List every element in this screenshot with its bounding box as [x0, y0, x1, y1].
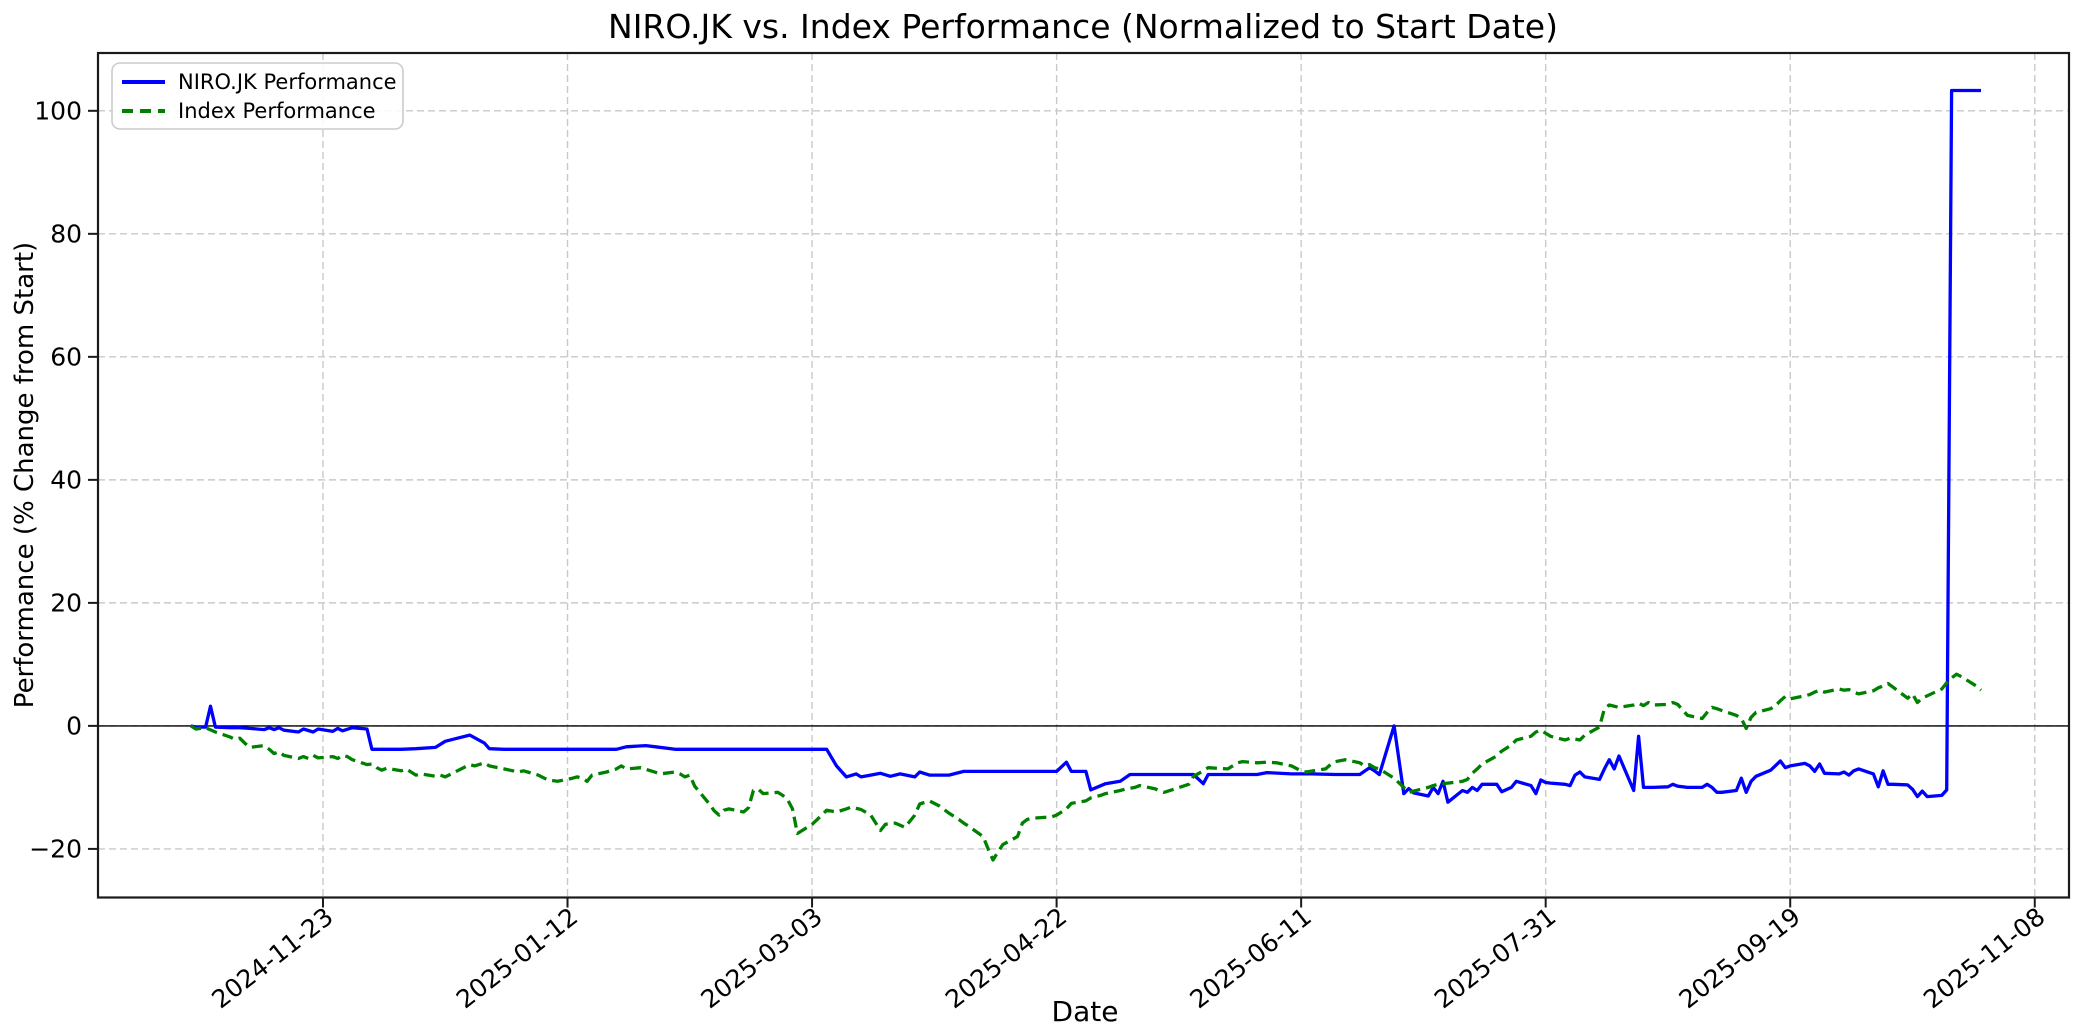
series-group	[190, 88, 1983, 862]
x-tick-label: 2025-03-03	[695, 902, 827, 1014]
series-line-1	[190, 672, 1983, 862]
y-tick-label: 40	[50, 465, 82, 494]
legend-box	[111, 62, 404, 130]
x-tick-label: 2025-06-11	[1184, 902, 1316, 1014]
x-tick-label: 2025-01-12	[451, 902, 583, 1014]
y-tick-label: 100	[34, 96, 82, 125]
y-tick-label: 60	[50, 342, 82, 371]
plot-area	[98, 53, 2069, 898]
x-tick-label: 2025-07-31	[1429, 902, 1561, 1014]
grid	[98, 53, 2069, 898]
y-tick-label: 20	[50, 588, 82, 617]
chart-title: NIRO.JK vs. Index Performance (Normalize…	[608, 7, 1558, 46]
y-tick-label: −20	[29, 834, 82, 863]
legend-index-label: Index Performance	[178, 99, 376, 123]
x-tick-label: 2025-09-19	[1674, 902, 1806, 1014]
legend-niro-label: NIRO.JK Performance	[178, 70, 397, 94]
series-line-0	[190, 88, 1981, 804]
y-tick-label: 0	[66, 711, 82, 740]
y-tick-label: 80	[50, 219, 82, 248]
y-axis-label: Performance (% Change from Start)	[10, 242, 40, 708]
x-axis-label: Date	[1052, 995, 1119, 1028]
legend: NIRO.JK Performance Index Performance	[111, 62, 404, 130]
x-tick-label: 2025-11-08	[1918, 902, 2050, 1014]
x-tick-label: 2024-11-23	[206, 902, 338, 1014]
plot-border	[96, 51, 2071, 899]
